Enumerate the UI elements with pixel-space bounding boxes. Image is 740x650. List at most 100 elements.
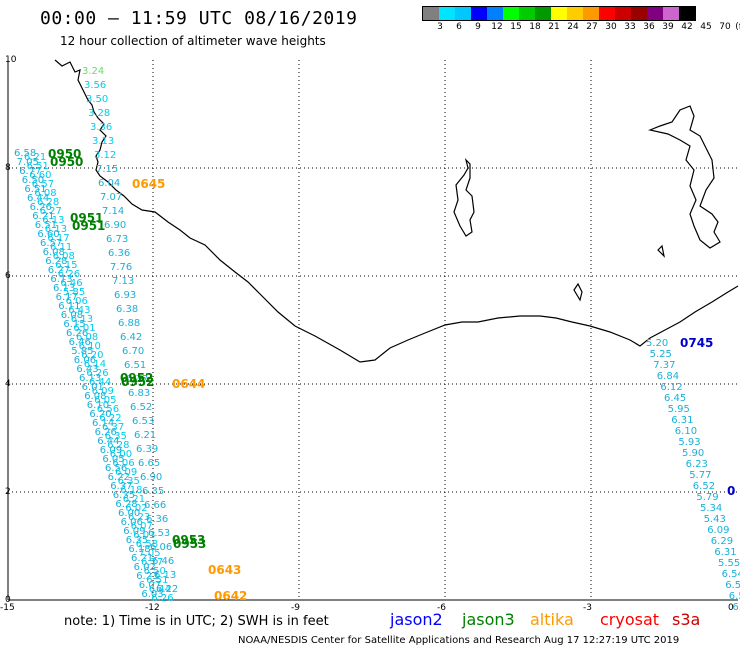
track-value: 6.09 (115, 467, 137, 478)
legend-unit: (ft) (735, 22, 740, 32)
legend-swatch (423, 7, 439, 20)
track-value: 3.50 (86, 94, 108, 105)
track-value: 6.13 (50, 274, 72, 285)
legend-label: 42 (681, 22, 693, 32)
track-value: 6.03 (133, 530, 155, 541)
track-value: 6.10 (87, 400, 109, 411)
track-value: 6.50 (144, 566, 166, 577)
track-value: 6.21 (123, 494, 145, 505)
track-value: 6.09 (123, 526, 145, 537)
legend-swatch (679, 7, 695, 20)
track-value: 3.24 (82, 66, 104, 77)
time-label: 0 (727, 484, 735, 498)
track-value: 6.09 (732, 602, 740, 613)
track-value: 6.56 (97, 404, 119, 415)
track-value: 6.66 (144, 500, 166, 511)
x-tick-label: -3 (583, 603, 592, 613)
satellite-altika: altika (530, 610, 574, 629)
satellite-cryosat: cryosat (600, 610, 660, 629)
track-value: 6.83 (128, 388, 150, 399)
track-value: 3.56 (84, 80, 106, 91)
time-label: 0951 (72, 219, 105, 233)
island-4 (657, 244, 665, 258)
track-value: 6.36 (146, 514, 168, 525)
track-value: 6.06 (150, 542, 172, 553)
time-label: 0953 (172, 533, 205, 547)
track-value: 6.56 (105, 463, 127, 474)
legend-swatch (647, 7, 663, 20)
track-value: 6.22 (108, 472, 130, 483)
track-value: 6.56 (729, 591, 740, 602)
track-value: 7.76 (110, 262, 132, 273)
island-1 (453, 158, 475, 237)
legend-label: 3 (437, 22, 443, 32)
legend-label: 6 (456, 22, 462, 32)
legend-label: 9 (475, 22, 481, 32)
legend-label: 24 (567, 22, 579, 32)
x-tick-label: -9 (291, 603, 300, 613)
track-value: 6.06 (121, 517, 143, 528)
track-value: 6.21 (24, 152, 46, 163)
track-value: 6.44 (149, 584, 171, 595)
track-value: 6.90 (140, 472, 162, 483)
track-value: 6.50 (22, 175, 44, 186)
track-value: 6.12 (660, 382, 682, 393)
track-value: 6.07 (131, 521, 153, 532)
track-value: 5.55 (718, 558, 740, 569)
track-value: 6.93 (114, 290, 136, 301)
track-value: 6.38 (116, 304, 138, 315)
track-value: 6.08 (76, 332, 98, 343)
track-value: 6.60 (29, 170, 51, 181)
track-value: 6.35 (142, 486, 164, 497)
track-value: 3.36 (90, 122, 112, 133)
track-value: 6.51 (35, 220, 57, 231)
y-tick-label: 2 (5, 487, 11, 497)
satellite-jason2: jason2 (390, 610, 443, 629)
track-value: 6.46 (69, 337, 91, 348)
track-value: 6.43 (68, 305, 90, 316)
track-value: 6.77 (19, 166, 41, 177)
track-value: 6.23 (136, 571, 158, 582)
track-value: 5.93 (678, 437, 700, 448)
x-tick-label: 0 (728, 603, 734, 613)
legend-swatch (583, 7, 599, 20)
track-value: 6.77 (141, 557, 163, 568)
track-value: 6.44 (89, 377, 111, 388)
track-value: 6.35 (118, 476, 140, 487)
time-label: 0950 (50, 155, 83, 169)
track-value: 6.10 (675, 426, 697, 437)
footer-credit: NOAA/NESDIS Center for Satellite Applica… (238, 635, 680, 646)
legend-label: 18 (529, 22, 541, 32)
track-value: 6.53 (132, 416, 154, 427)
track-value: 6.22 (99, 413, 121, 424)
legend-swatch (599, 7, 615, 20)
track-value: 5.20 (646, 338, 668, 349)
track-value: 6.28 (115, 499, 137, 510)
legend-swatch (535, 7, 551, 20)
legend-label: 30 (605, 22, 617, 32)
track-value: 6.54 (722, 569, 740, 580)
track-value: 6.35 (126, 535, 148, 546)
track-value: 6.00 (110, 449, 132, 460)
track-value: 6.51 (24, 184, 46, 195)
track-value: 6.14 (92, 418, 114, 429)
track-value: 6.73 (106, 234, 128, 245)
track-value: 5.85 (71, 346, 93, 357)
legend-swatch (471, 7, 487, 20)
track-value: 5.95 (668, 404, 690, 415)
track-value: 6.88 (118, 318, 140, 329)
time-label: 0951 (70, 211, 103, 225)
footer-note: note: 1) Time is in UTC; 2) SWH is in fe… (64, 614, 329, 629)
legend-swatch (551, 7, 567, 20)
track-value: 3.28 (88, 108, 110, 119)
track-value: 6.51 (146, 575, 168, 586)
track-value: 6.11 (58, 301, 80, 312)
track-value: 6.01 (82, 382, 104, 393)
track-value: 6.13 (71, 314, 93, 325)
legend-label: 39 (662, 22, 674, 32)
track-value: 6.58 (14, 148, 36, 159)
map-subtitle: 12 hour collection of altimeter wave hei… (60, 34, 326, 48)
track-value: 6.58 (136, 539, 158, 550)
track-value: 6.65 (138, 458, 160, 469)
